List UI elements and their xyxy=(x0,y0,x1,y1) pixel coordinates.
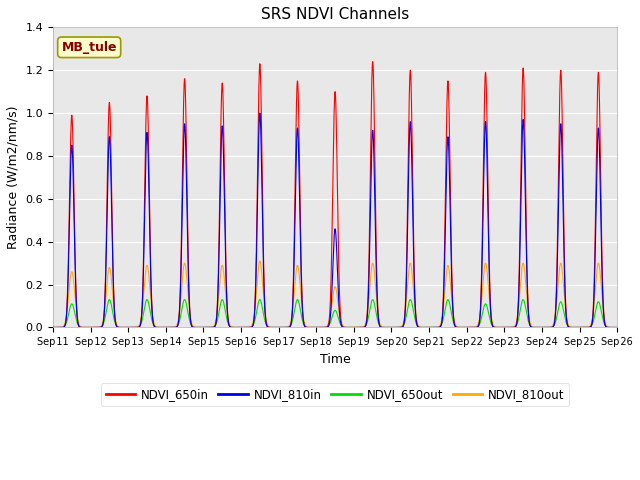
X-axis label: Time: Time xyxy=(320,353,351,366)
NDVI_650in xyxy=(260,282,268,288)
NDVI_810out xyxy=(164,324,172,330)
NDVI_650in xyxy=(170,324,177,330)
NDVI_810out xyxy=(260,301,268,307)
NDVI_650out xyxy=(106,297,113,302)
NDVI_810out xyxy=(493,324,501,330)
NDVI_810out xyxy=(611,324,619,330)
NDVI_810out xyxy=(170,324,177,330)
NDVI_650out xyxy=(260,315,268,321)
NDVI_810out xyxy=(613,324,621,330)
NDVI_810in xyxy=(613,324,621,330)
NDVI_650out xyxy=(493,324,501,330)
NDVI_810in xyxy=(260,292,268,298)
NDVI_810in xyxy=(256,110,264,116)
NDVI_650out xyxy=(613,324,621,330)
NDVI_810in xyxy=(493,324,501,330)
Title: SRS NDVI Channels: SRS NDVI Channels xyxy=(261,7,409,22)
NDVI_810out xyxy=(413,319,421,325)
Line: NDVI_810out: NDVI_810out xyxy=(53,261,617,327)
NDVI_650out xyxy=(164,324,172,330)
NDVI_810in xyxy=(164,324,172,330)
Legend: NDVI_650in, NDVI_810in, NDVI_650out, NDVI_810out: NDVI_650in, NDVI_810in, NDVI_650out, NDV… xyxy=(101,383,570,406)
NDVI_810in xyxy=(170,324,177,330)
NDVI_810in xyxy=(413,322,421,328)
NDVI_650out xyxy=(611,324,619,330)
NDVI_650in xyxy=(164,324,172,330)
NDVI_650in xyxy=(49,324,57,330)
NDVI_650in xyxy=(493,324,501,330)
Text: MB_tule: MB_tule xyxy=(61,41,117,54)
NDVI_650out xyxy=(413,323,421,328)
Line: NDVI_810in: NDVI_810in xyxy=(53,113,617,327)
NDVI_810in xyxy=(49,324,57,330)
NDVI_650in xyxy=(611,324,619,330)
Y-axis label: Radiance (W/m2/nm/s): Radiance (W/m2/nm/s) xyxy=(7,106,20,249)
NDVI_650in xyxy=(613,324,621,330)
NDVI_650in xyxy=(369,59,376,64)
Line: NDVI_650out: NDVI_650out xyxy=(53,300,617,327)
NDVI_810out xyxy=(256,258,264,264)
NDVI_810in xyxy=(611,324,619,330)
NDVI_650out xyxy=(49,324,57,330)
Line: NDVI_650in: NDVI_650in xyxy=(53,61,617,327)
NDVI_650in xyxy=(413,322,421,327)
NDVI_810out xyxy=(49,324,57,330)
NDVI_650out xyxy=(170,324,177,330)
